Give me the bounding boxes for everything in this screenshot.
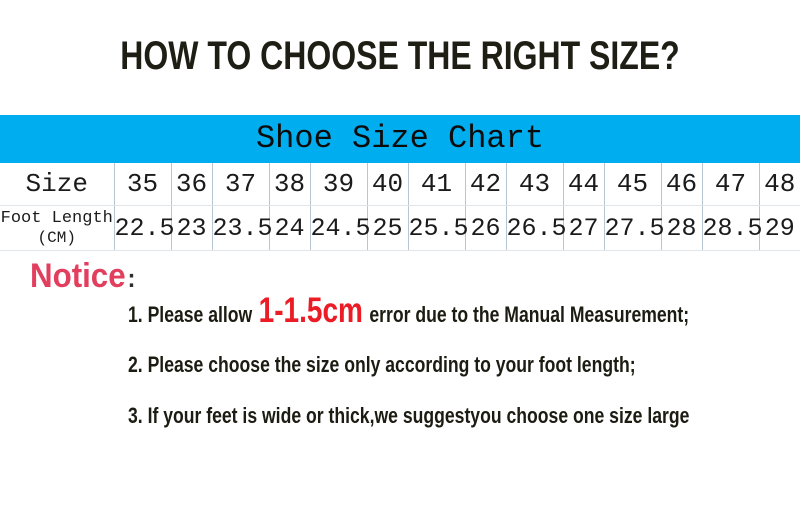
- notice-heading-word: Notice: [30, 257, 126, 295]
- foot-length-cell: 27.5: [603, 205, 665, 251]
- size-cell: 44: [562, 163, 605, 206]
- size-cell: 41: [407, 163, 466, 206]
- foot-length-cell: 29: [758, 205, 800, 251]
- foot-length-cell: 26.5: [505, 205, 567, 251]
- size-row-header: Size: [0, 163, 115, 206]
- size-chart-table: Size 35 36 37 38 39 40 41 42 43 44 45 46…: [0, 163, 800, 251]
- size-cell: 39: [309, 163, 368, 206]
- notice-item-1: 1. Please allow 1-1.5cm error due to the M…: [128, 293, 689, 328]
- foot-length-cell: 25.5: [407, 205, 469, 251]
- size-cell: 42: [464, 163, 507, 206]
- chart-banner: Shoe Size Chart: [0, 115, 800, 163]
- size-cell: 35: [113, 163, 172, 206]
- size-cell: 48: [758, 163, 800, 206]
- foot-length-cell: 25: [366, 205, 409, 251]
- foot-length-cell: 22.5: [113, 205, 175, 251]
- foot-length-cell: 24: [268, 205, 311, 251]
- foot-length-cell: 26: [464, 205, 507, 251]
- foot-length-unit: (CM): [37, 229, 76, 247]
- size-cell: 47: [701, 163, 760, 206]
- foot-length-cell: 28.5: [701, 205, 763, 251]
- foot-length-row: Foot Length (CM) 22.5 23 23.5 24 24.5 25…: [0, 205, 800, 251]
- size-cell: 40: [366, 163, 409, 206]
- size-cell: 38: [268, 163, 311, 206]
- notice-item-1-highlight: 1-1.5cm: [258, 291, 363, 330]
- foot-length-row-header: Foot Length (CM): [0, 205, 115, 251]
- notice-item-1-prefix: 1. Please allow: [128, 302, 253, 327]
- notice-item-2: 2. Please choose the size only according…: [128, 352, 636, 377]
- chart-banner-title: Shoe Size Chart: [255, 120, 545, 157]
- size-cell: 43: [505, 163, 564, 206]
- size-cell: 45: [603, 163, 662, 206]
- foot-length-cell: 23.5: [211, 205, 273, 251]
- size-row: Size 35 36 37 38 39 40 41 42 43 44 45 46…: [0, 163, 800, 206]
- notice-heading-colon: :: [127, 263, 136, 293]
- size-cell: 46: [660, 163, 703, 206]
- size-cell: 36: [170, 163, 213, 206]
- foot-length-cell: 24.5: [309, 205, 371, 251]
- notice-heading: Notice:: [30, 258, 135, 294]
- foot-length-cell: 28: [660, 205, 703, 251]
- foot-length-label: Foot Length: [0, 209, 113, 228]
- page-title: HOW TO CHOOSE THE RIGHT SIZE?: [120, 34, 680, 78]
- foot-length-cell: 27: [562, 205, 605, 251]
- notice-item-1-suffix: error due to the Manual Measurement;: [369, 302, 690, 327]
- notice-item-3: 3. If your feet is wide or thick,we sugg…: [128, 403, 690, 428]
- size-cell: 37: [211, 163, 270, 206]
- foot-length-cell: 23: [170, 205, 213, 251]
